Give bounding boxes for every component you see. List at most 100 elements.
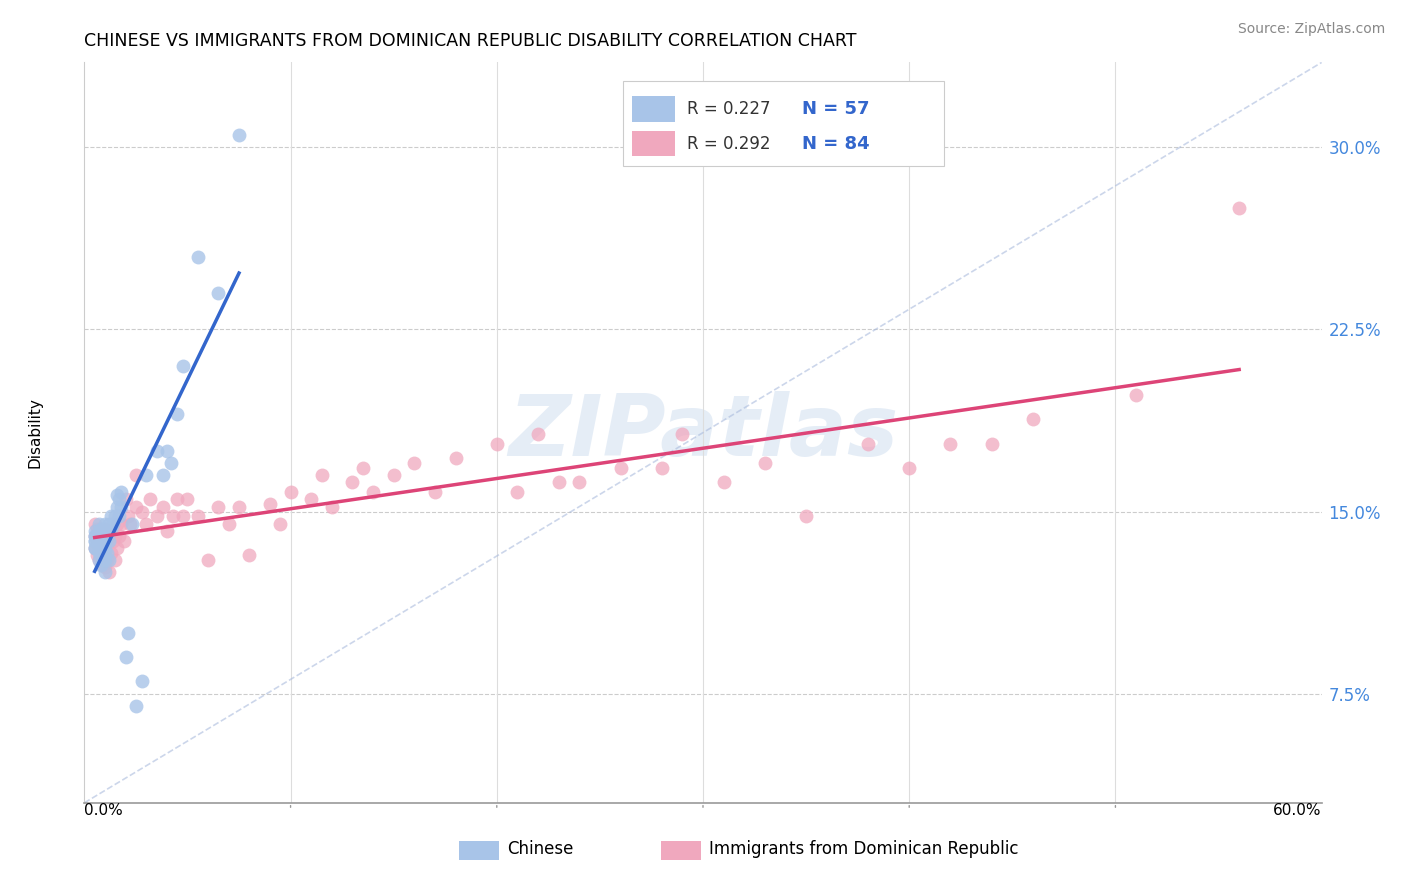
Point [160,456,183,470]
Point [94,565,117,579]
Point [118,516,141,531]
Point [280,485,302,500]
Point [754,456,776,470]
Point [87,553,110,567]
Point [87,524,110,538]
Point [352,460,374,475]
Point [939,436,962,450]
Point [83,529,105,543]
Point [83,524,105,538]
Point [94,516,117,531]
Point [527,426,550,441]
Point [117,626,139,640]
Point [444,451,467,466]
Point [1227,201,1250,215]
Text: CHINESE VS IMMIGRANTS FROM DOMINICAN REPUBLIC DISABILITY CORRELATION CHART: CHINESE VS IMMIGRANTS FROM DOMINICAN REP… [84,32,856,50]
Point [94,521,117,535]
Point [671,426,693,441]
Point [207,286,229,301]
Point [108,509,131,524]
Text: R = 0.292: R = 0.292 [688,135,770,153]
Point [156,524,179,538]
Point [91,529,114,543]
Point [145,509,167,524]
Point [794,509,817,524]
Point [91,541,114,555]
Point [135,468,157,483]
Point [87,536,110,550]
Point [187,509,209,524]
Point [568,475,591,490]
Point [83,533,105,548]
Point [90,558,112,572]
Point [145,443,167,458]
Text: 60.0%: 60.0% [1274,803,1322,818]
Point [166,492,188,507]
Text: Source: ZipAtlas.com: Source: ZipAtlas.com [1237,22,1385,37]
Point [94,548,117,562]
Point [87,546,110,560]
Point [423,485,446,500]
Point [87,541,110,555]
Point [96,546,118,560]
Text: Disability: Disability [27,397,42,468]
Point [131,504,153,518]
Point [321,500,343,514]
Text: Chinese: Chinese [508,840,574,858]
Point [404,456,426,470]
Point [90,533,112,548]
Point [238,548,260,562]
Point [87,553,110,567]
Point [382,468,405,483]
Point [228,128,250,143]
Point [125,468,148,483]
Point [104,509,127,524]
Point [91,553,114,567]
Point [83,529,105,543]
Point [152,500,174,514]
Point [105,487,128,501]
FancyBboxPatch shape [623,81,945,166]
Point [114,492,136,507]
FancyBboxPatch shape [633,131,675,156]
Point [269,516,291,531]
Point [86,521,108,535]
Point [96,553,118,567]
Point [104,529,127,543]
Point [83,541,105,555]
Point [100,521,122,535]
Point [485,436,508,450]
Point [121,516,143,531]
Point [547,475,569,490]
Point [90,521,112,535]
Point [131,674,153,689]
Text: N = 57: N = 57 [801,100,869,118]
Point [609,460,631,475]
Text: Immigrants from Dominican Republic: Immigrants from Dominican Republic [709,840,1019,858]
Point [96,529,118,543]
Point [651,460,673,475]
Point [98,565,121,579]
Point [83,541,105,555]
Point [342,475,364,490]
Point [98,533,121,548]
Point [100,524,122,538]
Point [152,468,174,483]
Point [197,553,219,567]
Point [98,533,121,548]
Point [91,546,114,560]
Point [87,539,110,553]
Point [172,359,194,373]
Point [110,516,132,531]
Point [83,516,105,531]
Point [83,541,105,555]
Point [105,541,128,555]
Text: N = 84: N = 84 [801,135,869,153]
Point [86,533,108,548]
Point [299,492,322,507]
Point [856,436,879,450]
FancyBboxPatch shape [633,96,675,121]
Point [156,443,179,458]
Point [94,529,117,543]
Point [361,485,384,500]
